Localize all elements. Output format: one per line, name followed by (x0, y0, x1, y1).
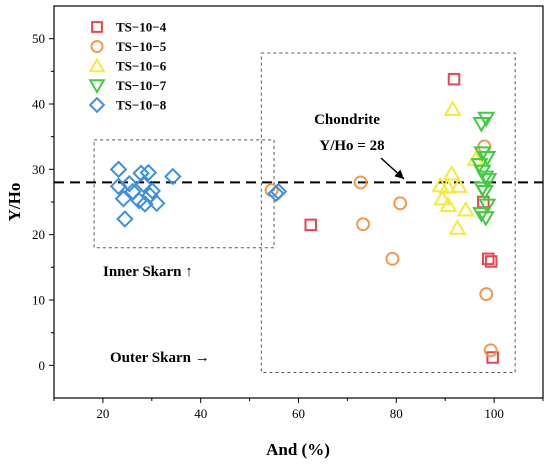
data-point-diamond (116, 210, 134, 228)
legend-label: TS−10−8 (116, 98, 167, 113)
y-tick-label: 10 (32, 293, 45, 308)
x-axis-title: And (%) (266, 440, 330, 459)
data-point-triangle-up (438, 177, 457, 194)
series-triangle-down (470, 111, 498, 227)
x-tick-label: 20 (96, 406, 109, 421)
legend-marker-diamond (88, 96, 106, 114)
y-tick-label: 0 (39, 358, 46, 373)
points-layer (109, 72, 499, 364)
ticks-layer: 20 40 60 80 100 0 10 20 30 40 50 (32, 31, 544, 421)
annotation-inner-skarn: Inner Skarn ↑ (103, 264, 193, 280)
data-point-circle (393, 196, 408, 211)
legend-label: TS−10−5 (116, 39, 167, 54)
data-point-diamond (134, 175, 153, 194)
data-point-triangle-down (472, 207, 491, 223)
y-tick-label: 30 (32, 162, 45, 177)
region-box-outer-skarn (260, 52, 516, 374)
legend-marker-square (91, 21, 103, 33)
data-point-diamond (164, 167, 182, 186)
data-point-triangle-up (448, 219, 467, 235)
y-axis-title: Y/Ho (5, 183, 24, 222)
legend-label: TS−10−4 (116, 20, 167, 35)
data-point-triangle-up (433, 189, 452, 206)
legend: TS−10−4 TS−10−5 TS−10−6 TS−10−7 TS−10−8 (88, 20, 167, 114)
series-circle (264, 139, 498, 358)
regions-layer (93, 52, 516, 374)
data-point-square (486, 351, 499, 364)
data-point-triangle-up (442, 164, 461, 181)
data-point-square (481, 252, 495, 266)
data-point-diamond (143, 182, 162, 200)
data-point-circle (479, 287, 494, 302)
annotation-outer-skarn: Outer Skarn → (110, 350, 210, 366)
data-point-triangle-down (475, 184, 494, 201)
data-point-circle (483, 343, 498, 358)
data-point-diamond (109, 160, 128, 179)
data-point-circle (385, 251, 400, 266)
annotation-chondrite: Chondrite (314, 112, 380, 128)
data-point-diamond (114, 189, 133, 208)
data-point-triangle-down (477, 111, 496, 128)
data-point-triangle-down (476, 170, 495, 187)
data-point-triangle-down (476, 211, 495, 227)
legend-marker-triangle-down (88, 79, 106, 94)
legend-label: TS−10−7 (116, 78, 167, 93)
data-point-triangle-up (449, 177, 468, 193)
annotation-arrowhead (394, 169, 404, 179)
x-tick-label: 100 (484, 406, 504, 421)
y-tick-label: 40 (32, 97, 45, 112)
x-tick-label: 60 (292, 406, 305, 421)
y-tick-label: 20 (32, 227, 45, 242)
data-point-triangle-down (479, 173, 498, 189)
legend-marker-circle (90, 39, 104, 54)
data-point-square (447, 72, 461, 86)
data-point-circle (353, 175, 368, 190)
series-diamond (109, 160, 288, 228)
data-point-square (484, 255, 498, 268)
data-point-diamond (269, 182, 288, 201)
data-point-square (304, 218, 317, 232)
data-point-triangle-up (456, 200, 475, 217)
data-point-triangle-up (439, 196, 458, 212)
y-tick-label: 50 (32, 31, 45, 46)
data-point-diamond (139, 163, 158, 182)
data-point-triangle-down (478, 198, 497, 215)
data-point-circle (356, 217, 370, 232)
data-point-diamond (147, 194, 166, 213)
x-tick-label: 80 (390, 406, 403, 421)
data-point-triangle-down (473, 146, 492, 162)
data-point-triangle-up (443, 100, 462, 116)
x-tick-label: 40 (194, 406, 207, 421)
legend-label: TS−10−6 (116, 59, 167, 74)
annotation-yho-28: Y/Ho = 28 (319, 138, 384, 154)
legend-marker-triangle-up (88, 57, 106, 73)
data-point-diamond (120, 174, 139, 193)
